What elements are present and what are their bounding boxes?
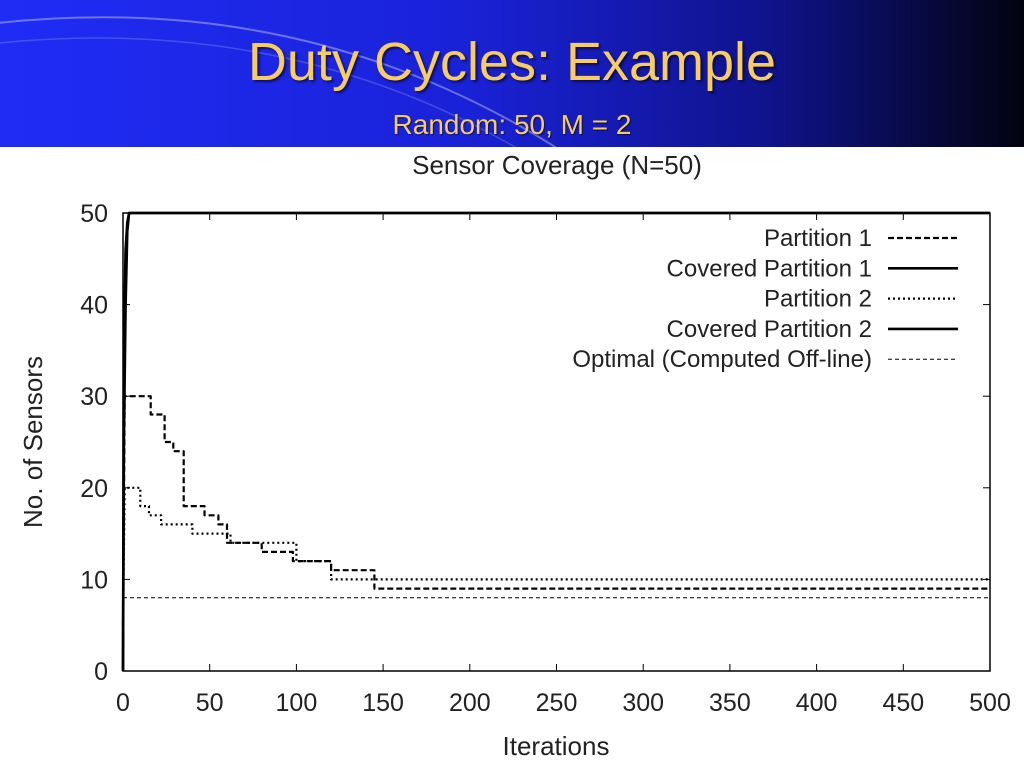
x-tick-label: 400 xyxy=(796,689,838,717)
x-tick-label: 100 xyxy=(276,689,318,717)
series-line-partition-2 xyxy=(121,486,990,626)
slide-subtitle: Random: 50, M = 2 xyxy=(392,109,632,140)
x-tick-label: 500 xyxy=(969,689,1011,717)
y-axis-label: No. of Sensors xyxy=(18,356,48,528)
x-tick-label: 350 xyxy=(709,689,751,717)
legend-label: Covered Partition 2 xyxy=(667,316,872,343)
legend-label: Covered Partition 1 xyxy=(667,255,872,282)
legend-label: Partition 1 xyxy=(764,225,872,252)
y-tick-label: 40 xyxy=(80,292,108,320)
plot-frame xyxy=(122,212,991,672)
y-tick-label: 20 xyxy=(80,475,108,503)
y-tick-label: 0 xyxy=(94,658,108,686)
x-tick-label: 50 xyxy=(196,689,224,717)
x-axis-label: Iterations xyxy=(503,731,610,761)
y-tick-label: 30 xyxy=(80,383,108,411)
slide-title: Duty Cycles: Example xyxy=(247,32,777,92)
banner-swoosh-decoration xyxy=(0,16,558,147)
sensor-coverage-chart: Sensor Coverage (N=50) 0 50 100 150 200 250 30… xyxy=(18,150,1011,761)
chart-title: Sensor Coverage (N=50) xyxy=(412,150,702,180)
y-tick-label: 10 xyxy=(80,566,108,594)
x-tick-label: 150 xyxy=(362,689,404,717)
legend-label: Optimal (Computed Off-line) xyxy=(572,346,872,373)
legend-label: Partition 2 xyxy=(764,286,872,313)
x-tick-label: 300 xyxy=(622,689,664,717)
x-tick-label: 450 xyxy=(882,689,924,717)
title-banner: Duty Cycles: Example Random: 50, M = 2 xyxy=(0,0,1024,147)
x-tick-label: 250 xyxy=(536,689,578,717)
y-tick-label: 50 xyxy=(80,200,108,228)
x-tick-label: 200 xyxy=(449,689,491,717)
x-tick-label: 0 xyxy=(116,689,130,717)
series-line-partition-1 xyxy=(121,395,990,626)
